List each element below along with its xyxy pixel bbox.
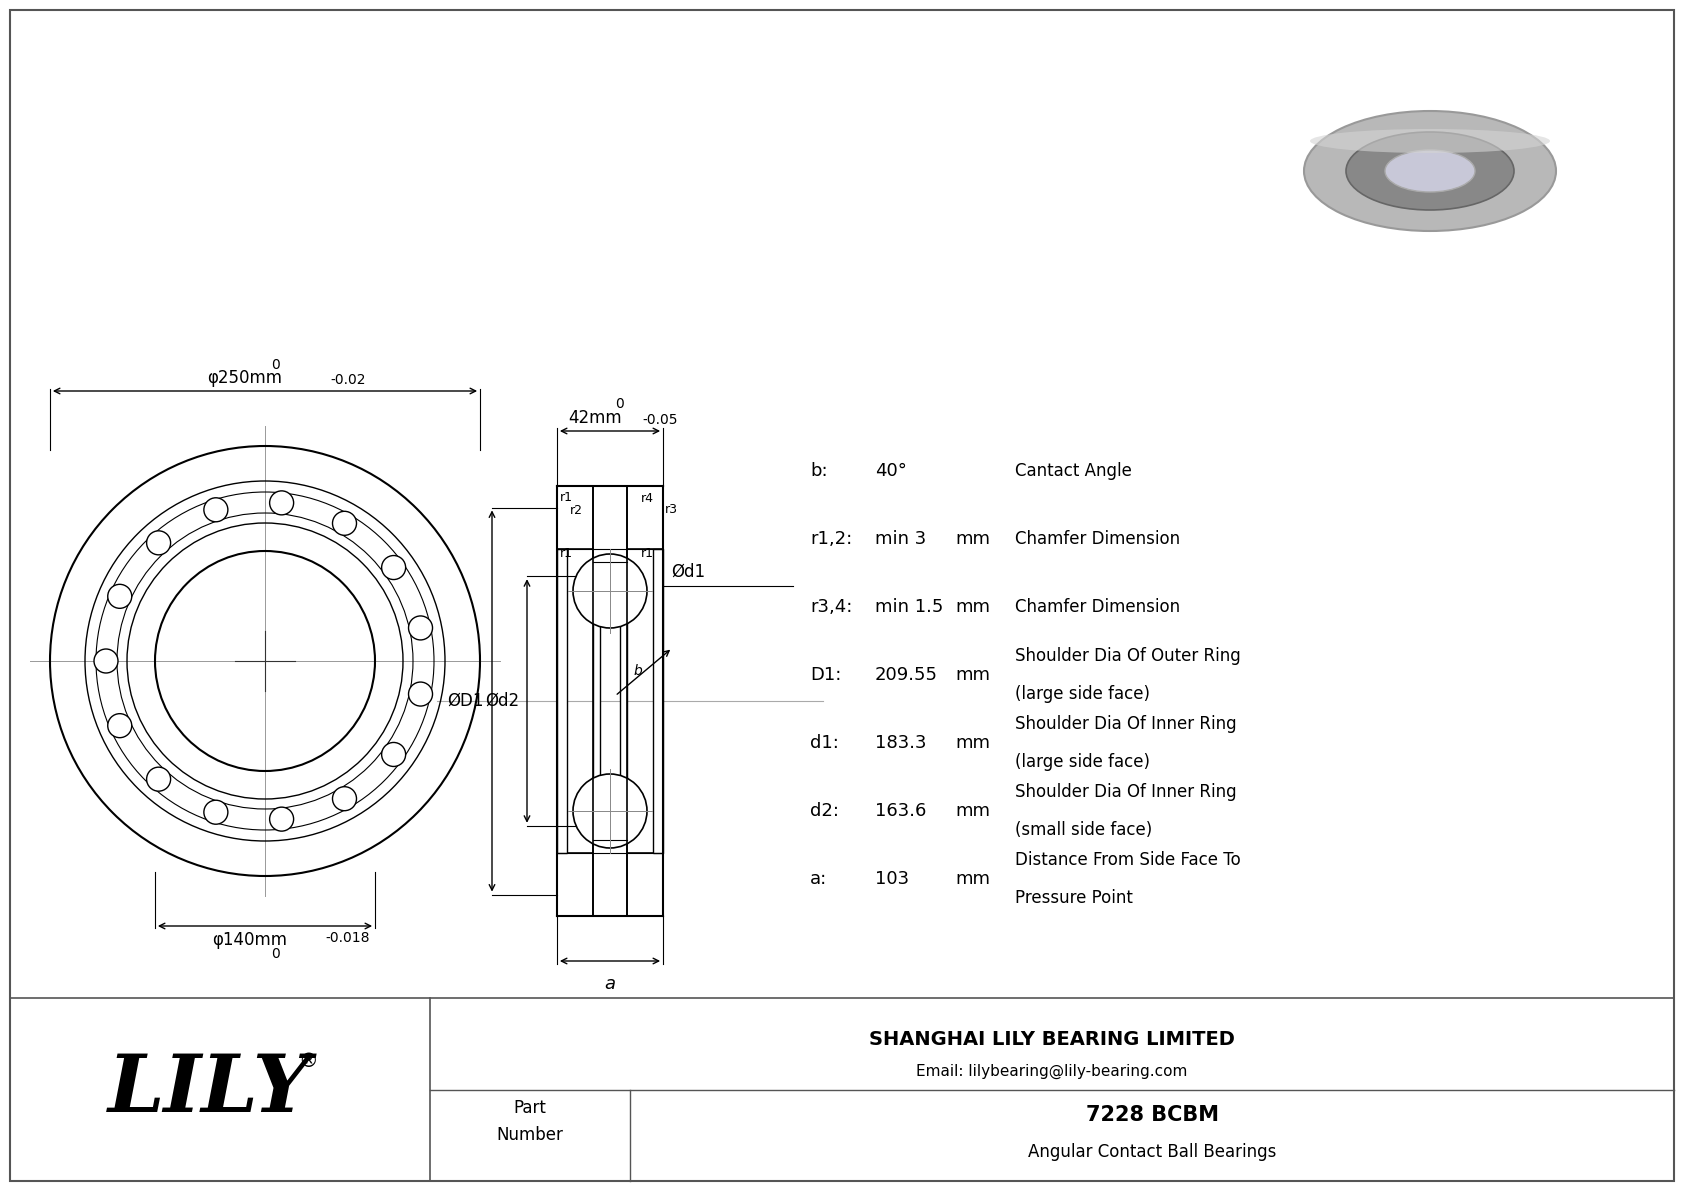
Circle shape [269, 807, 293, 831]
Circle shape [94, 649, 118, 673]
Text: φ250mm: φ250mm [207, 369, 283, 387]
Text: 0: 0 [271, 358, 280, 372]
Text: mm: mm [955, 598, 990, 616]
Text: Chamfer Dimension: Chamfer Dimension [1015, 530, 1180, 548]
Text: r2: r2 [606, 570, 620, 584]
Polygon shape [557, 853, 663, 916]
Text: Angular Contact Ball Bearings: Angular Contact Ball Bearings [1027, 1142, 1276, 1161]
Circle shape [573, 774, 647, 848]
Text: a: a [605, 975, 615, 993]
Text: d1:: d1: [810, 734, 839, 752]
Circle shape [332, 511, 357, 535]
Circle shape [204, 498, 227, 522]
Ellipse shape [1384, 150, 1475, 192]
Text: r1,2:: r1,2: [810, 530, 852, 548]
Text: min 3: min 3 [876, 530, 926, 548]
Text: ØD1: ØD1 [448, 692, 483, 710]
Text: r3: r3 [665, 503, 679, 516]
Text: Shoulder Dia Of Inner Ring: Shoulder Dia Of Inner Ring [1015, 715, 1236, 732]
Text: d2:: d2: [810, 802, 839, 819]
Circle shape [108, 713, 131, 737]
Text: r1: r1 [561, 491, 573, 504]
Text: Shoulder Dia Of Outer Ring: Shoulder Dia Of Outer Ring [1015, 647, 1241, 665]
Text: 183.3: 183.3 [876, 734, 926, 752]
Text: D1:: D1: [810, 666, 842, 684]
Circle shape [332, 787, 357, 811]
Text: -0.018: -0.018 [325, 931, 369, 944]
Text: Chamfer Dimension: Chamfer Dimension [1015, 598, 1180, 616]
Text: b: b [633, 665, 642, 678]
Text: Ød1: Ød1 [670, 563, 706, 581]
Text: r1: r1 [642, 547, 653, 560]
Text: ®: ® [298, 1052, 318, 1071]
Text: (small side face): (small side face) [1015, 821, 1152, 838]
Polygon shape [557, 486, 663, 549]
Text: -0.05: -0.05 [642, 413, 677, 428]
Text: 0: 0 [271, 947, 280, 961]
Circle shape [382, 555, 406, 580]
Ellipse shape [1310, 129, 1549, 152]
Circle shape [409, 682, 433, 706]
Circle shape [147, 531, 170, 555]
Circle shape [409, 616, 433, 640]
Text: Ød2: Ød2 [485, 692, 519, 710]
Text: 42mm: 42mm [568, 409, 621, 428]
Text: 40°: 40° [876, 462, 908, 480]
Text: Shoulder Dia Of Inner Ring: Shoulder Dia Of Inner Ring [1015, 782, 1236, 802]
Polygon shape [593, 562, 600, 840]
Text: (large side face): (large side face) [1015, 685, 1150, 703]
Polygon shape [653, 549, 663, 853]
Text: min 1.5: min 1.5 [876, 598, 943, 616]
Text: 163.6: 163.6 [876, 802, 926, 819]
Text: 209.55: 209.55 [876, 666, 938, 684]
Text: b:: b: [810, 462, 827, 480]
Text: LILY: LILY [108, 1050, 312, 1128]
Text: -0.02: -0.02 [330, 373, 365, 387]
Text: Pressure Point: Pressure Point [1015, 888, 1133, 908]
Text: 103: 103 [876, 869, 909, 888]
Text: mm: mm [955, 530, 990, 548]
Text: a:: a: [810, 869, 827, 888]
Polygon shape [620, 562, 626, 840]
Text: (large side face): (large side face) [1015, 753, 1150, 771]
Ellipse shape [1346, 132, 1514, 210]
Text: r4: r4 [642, 492, 653, 505]
Text: Distance From Side Face To: Distance From Side Face To [1015, 852, 1241, 869]
Polygon shape [593, 840, 626, 916]
Circle shape [108, 585, 131, 609]
Text: 0: 0 [616, 397, 625, 411]
Text: φ140mm: φ140mm [212, 931, 288, 949]
Text: mm: mm [955, 734, 990, 752]
Text: 7228 BCBM: 7228 BCBM [1086, 1105, 1219, 1125]
Text: r2: r2 [569, 504, 583, 517]
Circle shape [573, 554, 647, 628]
Text: r3,4:: r3,4: [810, 598, 852, 616]
Text: Cantact Angle: Cantact Angle [1015, 462, 1132, 480]
Circle shape [269, 491, 293, 515]
Text: SHANGHAI LILY BEARING LIMITED: SHANGHAI LILY BEARING LIMITED [869, 1030, 1234, 1048]
Circle shape [204, 800, 227, 824]
Text: mm: mm [955, 666, 990, 684]
Text: Part
Number: Part Number [497, 1099, 564, 1143]
Circle shape [382, 742, 406, 767]
Text: Email: lilybearing@lily-bearing.com: Email: lilybearing@lily-bearing.com [916, 1064, 1187, 1079]
Text: mm: mm [955, 802, 990, 819]
Text: mm: mm [955, 869, 990, 888]
Text: r2: r2 [594, 567, 608, 580]
Ellipse shape [1303, 111, 1556, 231]
Polygon shape [557, 549, 568, 853]
Polygon shape [593, 486, 626, 562]
Text: r1: r1 [561, 547, 573, 560]
Circle shape [147, 767, 170, 791]
